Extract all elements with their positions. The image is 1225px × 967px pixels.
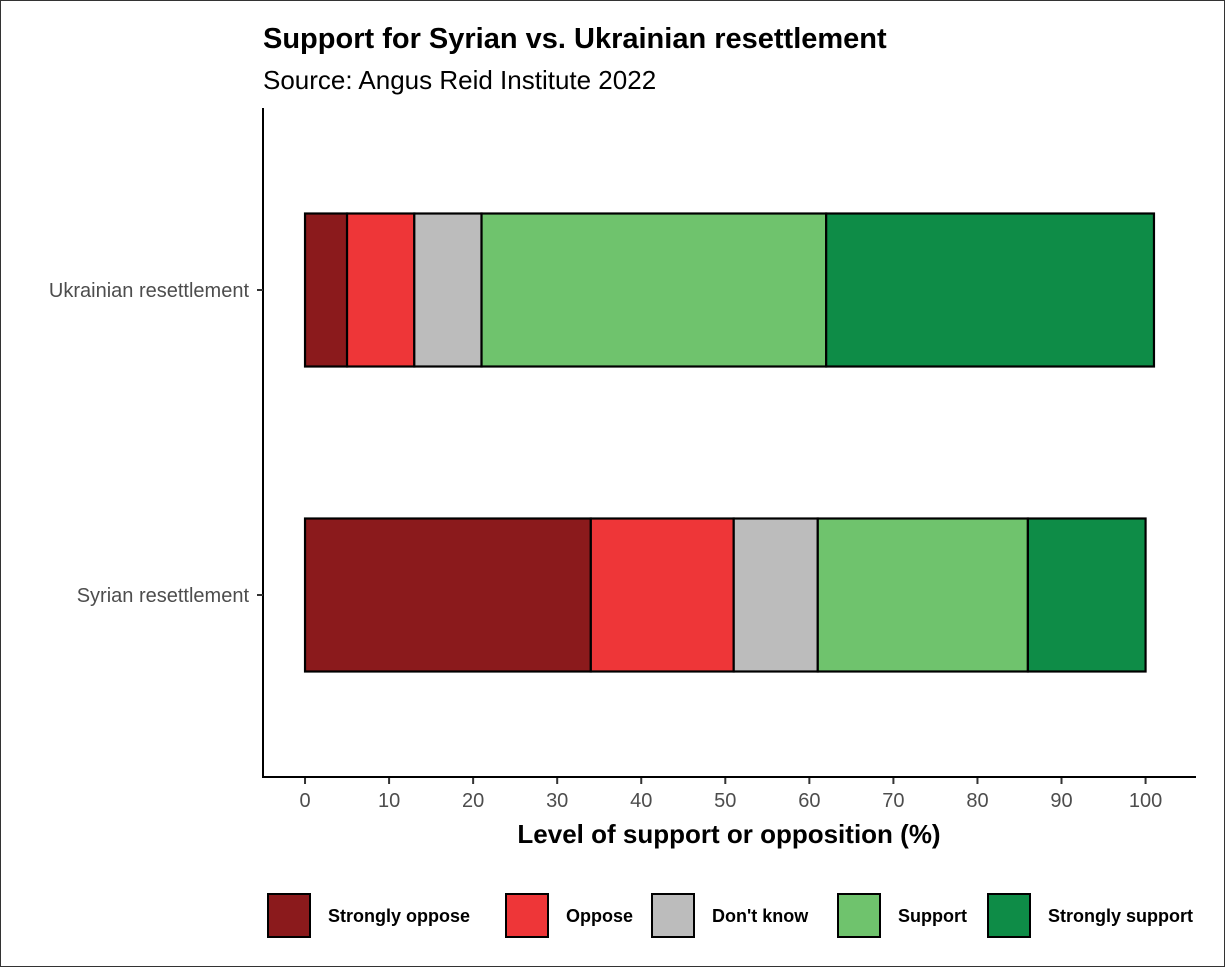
x-tick-label: 40 — [630, 790, 652, 812]
bar-ukrainian-resettlement-support — [480, 212, 828, 368]
legend-label-support: Support — [898, 906, 967, 926]
legend-key-support — [837, 893, 881, 938]
bar-ukrainian-resettlement-strongly-support — [825, 212, 1156, 368]
bar-ukrainian-resettlement-don-t-know — [413, 212, 483, 368]
bar-syrian-resettlement-strongly-oppose — [303, 517, 592, 673]
legend-key-strongly-support — [987, 893, 1031, 938]
x-tick-label: 60 — [798, 790, 820, 812]
legend-key-strongly-oppose — [267, 893, 311, 938]
y-tick-label: Syrian resettlement — [77, 585, 250, 607]
x-tick-label: 90 — [1050, 790, 1072, 812]
x-tick-label: 10 — [378, 790, 400, 812]
bar-syrian-resettlement-oppose — [589, 517, 735, 673]
legend-label-strongly-support: Strongly support — [1048, 906, 1193, 926]
x-tick-label: 20 — [462, 790, 484, 812]
chart-title: Support for Syrian vs. Ukrainian resettl… — [263, 23, 887, 55]
x-tick-label: 100 — [1129, 790, 1162, 812]
x-tick-label: 80 — [966, 790, 988, 812]
legend-label-don-t-know: Don't know — [712, 906, 809, 926]
y-ticks-group: Ukrainian resettlement Syrian resettlemen… — [49, 280, 263, 607]
bar-syrian-resettlement-support — [816, 517, 1029, 673]
legend-key-oppose — [505, 893, 549, 938]
chart-subtitle: Source: Angus Reid Institute 2022 — [263, 65, 656, 95]
bar-ukrainian-resettlement-oppose — [345, 212, 416, 368]
legend-label-oppose: Oppose — [566, 906, 633, 926]
legend-key-don-t-know — [651, 893, 695, 938]
bar-ukrainian-resettlement-strongly-oppose — [303, 212, 349, 368]
y-tick-label: Ukrainian resettlement — [49, 280, 250, 302]
x-ticks-group: 0 10 20 30 40 50 60 70 80 90 100 — [299, 778, 1162, 812]
x-axis-label: Level of support or opposition (%) — [517, 819, 940, 849]
x-tick-label: 70 — [882, 790, 904, 812]
legend: Strongly oppose Oppose Don't know Support St… — [267, 893, 1193, 938]
x-tick-label: 30 — [546, 790, 568, 812]
bar-syrian-resettlement-don-t-know — [732, 517, 819, 673]
x-tick-label: 0 — [299, 790, 310, 812]
bars-group — [303, 212, 1156, 673]
x-tick-label: 50 — [714, 790, 736, 812]
legend-label-strongly-oppose: Strongly oppose — [328, 906, 470, 926]
bar-syrian-resettlement-strongly-support — [1026, 517, 1147, 673]
